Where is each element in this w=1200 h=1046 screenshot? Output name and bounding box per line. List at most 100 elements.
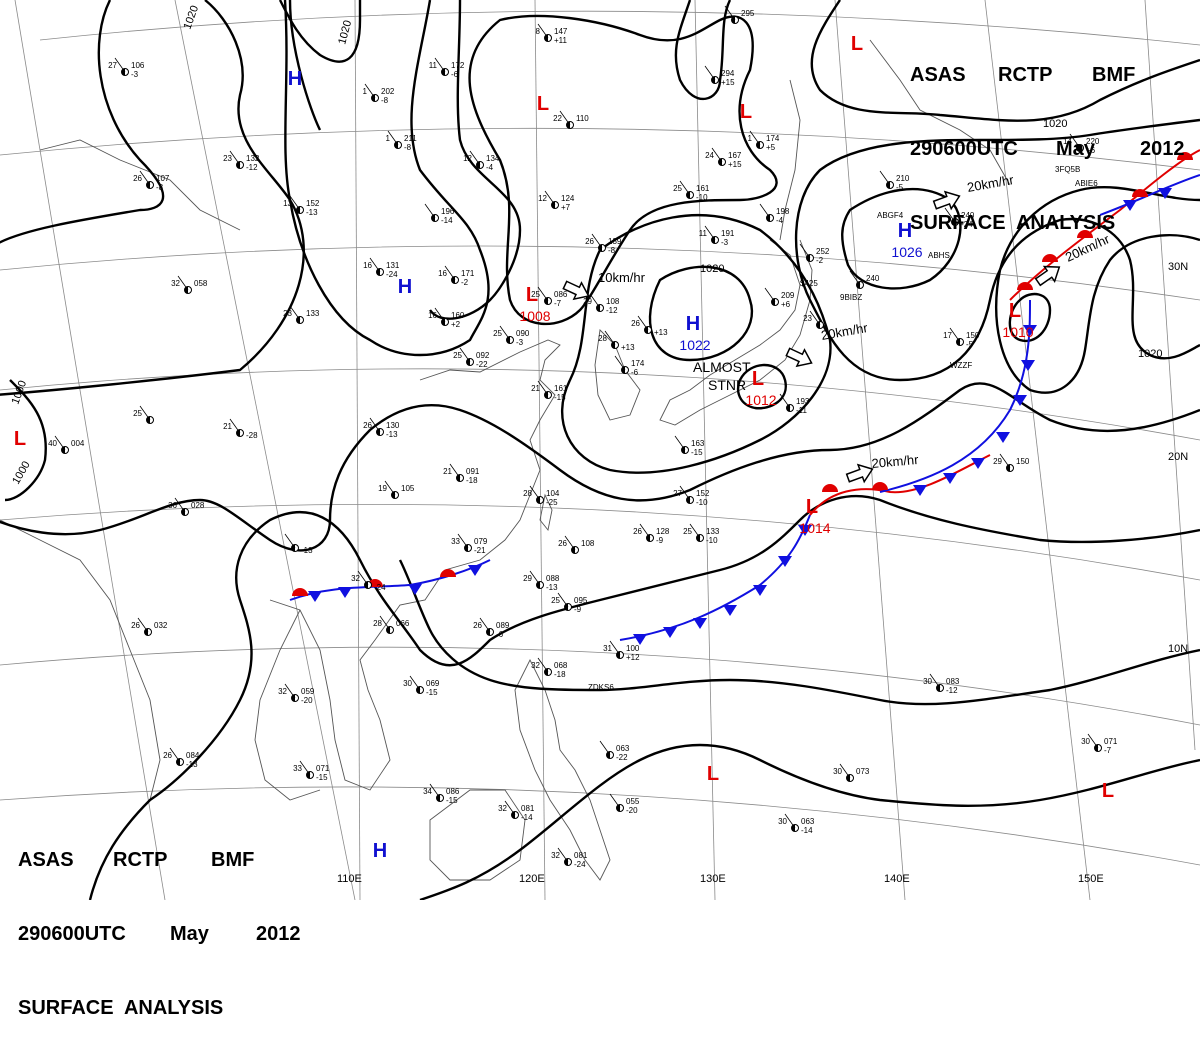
coastline-asia [269,339,561,791]
station-tendency: +13 [621,343,635,352]
station-plot: 063-22 [599,740,630,762]
station-pressure: 071 [316,764,330,773]
station-pressure: 150 [966,331,980,340]
station-pressure: 104 [546,489,560,498]
cold-front-triangle [1023,325,1037,336]
isobar [398,559,1200,706]
isobar [419,743,1200,900]
station-temperature: 25 [133,409,142,418]
station-tendency: -4 [486,163,494,172]
station-temperature: 31 [603,644,612,653]
station-temperature: 26 [163,751,172,760]
cold-front-triangle [1021,360,1035,371]
header-bottom-left: ASAS RCTP BMF 290600UTC May 2012 SURFACE ANA… [18,800,301,1046]
station-plot: 30 063-14 [778,813,815,835]
header-station: RCTP [998,64,1053,86]
isobar [648,265,753,362]
coastline-taiwan [539,493,553,532]
isobar [4,379,47,502]
station-temperature: 30 [1081,737,1090,746]
station-plot: 28 +13 [598,330,635,352]
station-pressure: 174 [631,359,645,368]
station-temperature: 17 [943,331,952,340]
lon-label-150E: 150E [1078,873,1104,885]
station-temperature: 16 [363,261,372,270]
station-tendency: -5 [966,340,974,349]
station-tendency: -22 [616,753,628,762]
cold-front-triangle [996,432,1010,443]
station-plot: 30 073 [833,763,870,782]
station-tendency: -12 [606,306,618,315]
station-pressure: 152 [306,199,320,208]
station-tendency: -2 [816,256,824,265]
coastline-indochina [254,609,321,801]
motion-speed-label: 10km/hr [598,270,646,285]
station-temperature: 30 [923,677,932,686]
isobar [736,363,787,410]
cold-front-triangle [723,605,737,616]
station-temperature: 19 [378,484,387,493]
station-pressure: 090 [516,329,530,338]
isobar [560,213,832,474]
station-tendency: -15 [691,448,703,457]
station-temperature: 32 [498,804,507,813]
station-temperature: 8 [536,27,541,36]
station-temperature: 11 [429,61,438,70]
longitude-line [534,0,546,900]
warm-front-semicircle [440,569,456,577]
coastline-philippines [514,658,611,881]
station-tendency: -6 [631,368,639,377]
station-tendency: -10 [706,536,718,545]
station-pressure: 058 [194,279,208,288]
station-temperature: 29 [993,457,1002,466]
station-plot: 26 107-8 [133,170,170,192]
station-tendency: -8 [608,246,616,255]
station-tendency: -22 [476,360,488,369]
station-tendency: -7 [554,299,562,308]
station-tendency: -24 [374,583,386,592]
header-top-right: ASAS RCTP BMF 290600UTC May 2012 SURFACE ANA… [910,15,1185,261]
station-pressure: 172 [451,61,465,70]
header-station: RCTP [113,849,168,871]
station-tendency: -13 [306,208,318,217]
station-tendency: +7 [561,203,571,212]
isobar [0,382,1200,552]
station-plot: 193-11 [779,393,810,415]
station-tendency: -15 [316,773,328,782]
station-pressure: 105 [401,484,415,493]
station-tendency: -5 [896,183,904,192]
station-tendency: -24 [386,270,398,279]
station-tendency: -15 [426,688,438,697]
station-plot: 21 161-15 [531,380,568,402]
station-tendency: -11 [796,406,808,415]
station-ids: ABGF4 ABHS 3FQ5B ABIE6 $425 9BIBZ WZZF ZDKS6 [588,165,1098,692]
isobar [810,0,1200,122]
warm-front-semicircle [872,482,888,490]
lat-label-10N: 10N [1168,643,1188,655]
isobar [429,0,522,320]
station-pressure: 086 [554,290,568,299]
station-tendency: -14 [441,216,453,225]
station-tendency: -12 [246,163,258,172]
station-temperature: 25 [683,527,692,536]
station-temperature: 32 [278,687,287,696]
station-id: ABGF4 [877,211,904,220]
station-tendency: -21 [474,546,486,555]
station-temperature: 30 [833,767,842,776]
station-pressure: 240 [866,274,880,283]
header-year: 2012 [256,923,301,945]
station-tendency: +2 [451,320,461,329]
station-tendency: -9 [574,605,582,614]
station-pressure: 150 [1016,457,1030,466]
central-pressure-value: 1026 [891,244,922,260]
high-pressure-symbol: H [686,313,700,335]
station-id: 3FQ5B [1055,165,1080,174]
station-pressure: 110 [576,114,589,123]
station-tendency: -13 [546,583,558,592]
station-plot: 33 079-21 [451,533,488,555]
station-temperature: 27 [673,489,682,498]
station-plot: 25 090-3 [493,325,530,347]
latitude-line [0,368,1200,441]
station-plot: 25 095-9 [551,592,588,614]
station-tendency: -9 [656,536,664,545]
